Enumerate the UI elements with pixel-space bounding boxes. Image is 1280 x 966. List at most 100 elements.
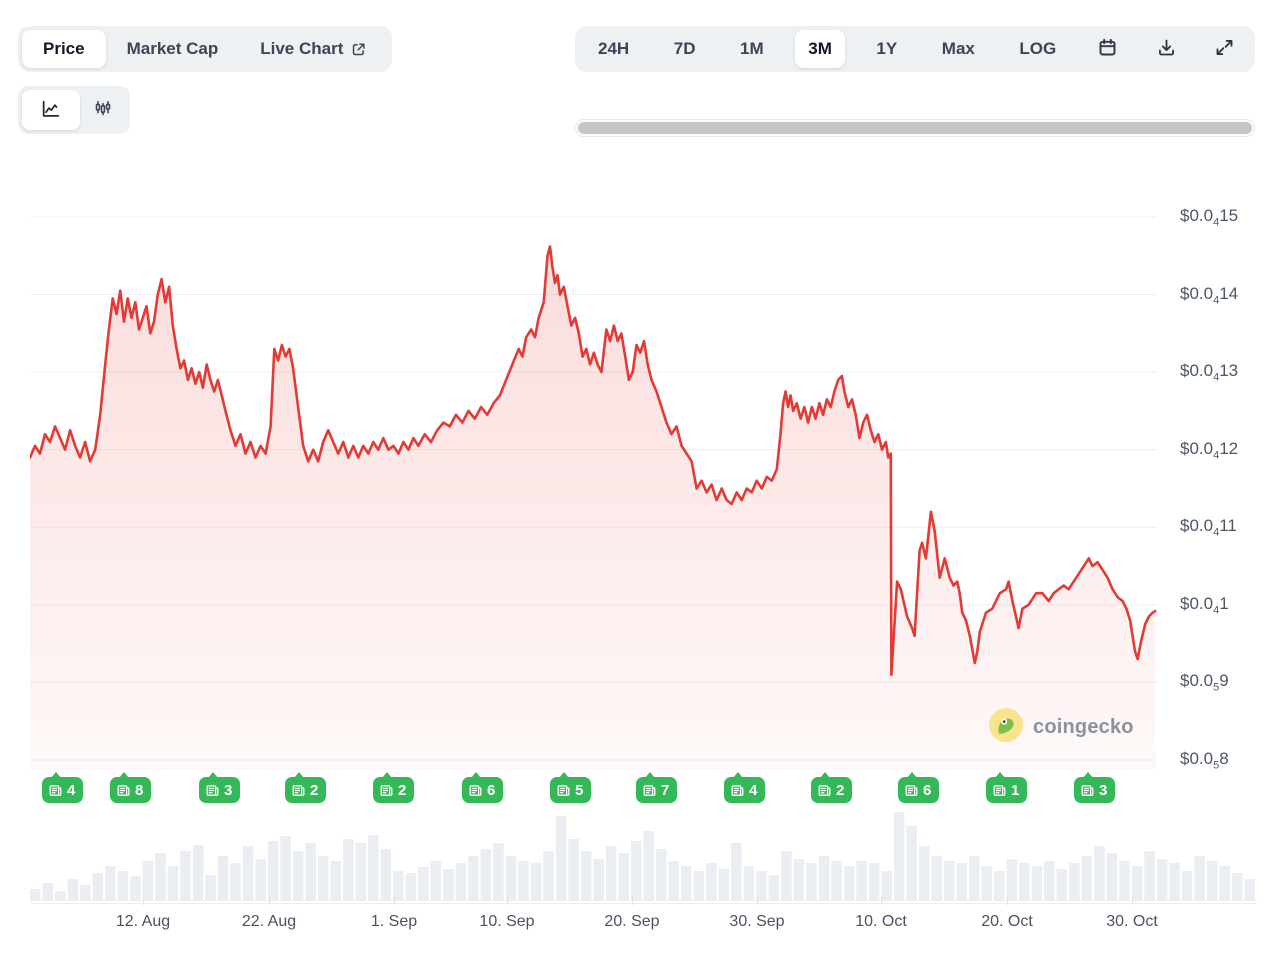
volume-bar [318,856,329,901]
log-scale-button[interactable]: LOG [1006,30,1069,68]
volume-bar [1244,879,1255,901]
calendar-button[interactable] [1088,30,1128,68]
volume-bar [756,871,767,901]
news-badge[interactable]: 4 [724,772,766,803]
volume-bar [280,836,291,901]
volume-bar [1119,861,1130,901]
range-7d-button[interactable]: 7D [661,30,709,68]
tab-price-label: Price [43,39,85,58]
volume-bar [55,891,66,901]
news-badge[interactable]: 3 [1074,772,1116,803]
news-badge[interactable]: 5 [550,772,592,803]
news-badge[interactable]: 2 [285,772,327,803]
line-chart-button[interactable] [22,90,80,130]
volume-bar [42,883,53,901]
volume-bar [806,863,817,901]
volume-bar [305,843,316,901]
newspaper-icon [291,783,306,798]
candlestick-chart-icon [92,98,114,123]
volume-bar [843,866,855,901]
range-1m-button[interactable]: 1M [727,30,777,68]
volume-bar [956,863,967,901]
news-badge[interactable]: 8 [110,772,152,803]
volume-bar [994,871,1005,901]
download-button[interactable] [1146,30,1186,68]
volume-bar [831,861,842,901]
chart-scrollbar-track[interactable] [575,119,1255,137]
volume-bar [706,863,717,901]
x-axis-label: 20. Sep [604,913,660,930]
x-axis-labels: 12. Aug 22. Aug 1. Sep 10. Sep 20. Sep 30. Se… [0,913,1280,939]
volume-bar [931,856,942,901]
volume-bar [768,875,780,901]
news-count: 8 [135,781,144,799]
volume-bar [530,863,542,901]
news-badge[interactable]: 1 [986,772,1028,803]
volume-bar [856,861,867,901]
news-badge[interactable]: 4 [42,772,84,803]
news-badge[interactable]: 3 [199,772,241,803]
watermark-text: coingecko [1033,716,1134,738]
x-axis-tick [1007,896,1008,905]
volume-bar [1144,851,1155,901]
volume-bar [242,846,254,901]
volume-bar [117,871,129,901]
x-axis-tick [881,896,882,905]
newspaper-icon [379,783,394,798]
coingecko-logo-icon [988,707,1024,748]
volume-bar [593,859,604,901]
range-24h-button[interactable]: 24H [585,30,642,68]
news-count: 6 [923,781,932,799]
tab-market-cap[interactable]: Market Cap [106,30,240,68]
volume-bar [30,889,41,901]
volume-bar [142,861,154,901]
x-axis-tick [1132,896,1133,905]
view-tab-group: Price Market Cap Live Chart [18,26,393,72]
volume-bar [1181,871,1193,901]
candlestick-chart-button[interactable] [80,90,126,130]
news-badge[interactable]: 6 [898,772,940,803]
volume-bar [944,861,955,901]
price-line-chart[interactable] [30,190,1157,770]
news-badge[interactable]: 2 [373,772,415,803]
newspaper-icon [48,783,63,798]
tab-price[interactable]: Price [22,30,106,68]
newspaper-icon [992,783,1007,798]
volume-bar [130,876,141,901]
range-1y-button[interactable]: 1Y [863,30,910,68]
volume-bar [618,853,629,901]
x-axis-tick [143,896,144,905]
y-axis-label: $0.0414 [1180,283,1239,306]
range-3m-button[interactable]: 3M [795,30,845,68]
y-axis-label: $0.058 [1180,748,1229,772]
volume-bar [217,856,229,901]
volume-bar [205,875,216,901]
volume-bar [380,849,392,901]
news-badge[interactable]: 6 [462,772,504,803]
y-axis-label: $0.0413 [1180,361,1239,384]
news-count: 4 [749,781,758,799]
news-badge[interactable]: 2 [811,772,853,803]
range-max-button[interactable]: Max [929,30,988,68]
x-axis-label: 30. Sep [729,913,785,930]
volume-bar [493,843,504,901]
newspaper-icon [556,783,571,798]
news-badge[interactable]: 7 [636,772,678,803]
news-count: 5 [575,781,584,799]
volume-bar [781,851,792,901]
volume-bar [793,859,805,901]
expand-button[interactable] [1205,30,1245,68]
news-count: 3 [1099,781,1108,799]
volume-bar [693,871,705,901]
coingecko-watermark: coingecko [988,707,1134,748]
volume-bar [1069,863,1080,901]
line-chart-icon [40,98,62,123]
range-control-group: 24H 7D 1M 3M 1Y Max LOG [575,26,1255,72]
news-count: 3 [224,781,233,799]
x-axis-tick [394,896,395,905]
chart-scrollbar-thumb[interactable] [578,122,1252,134]
volume-bar [480,849,492,901]
volume-bar [743,866,755,901]
price-line[interactable] [30,245,1157,676]
tab-live-chart[interactable]: Live Chart [239,30,388,68]
